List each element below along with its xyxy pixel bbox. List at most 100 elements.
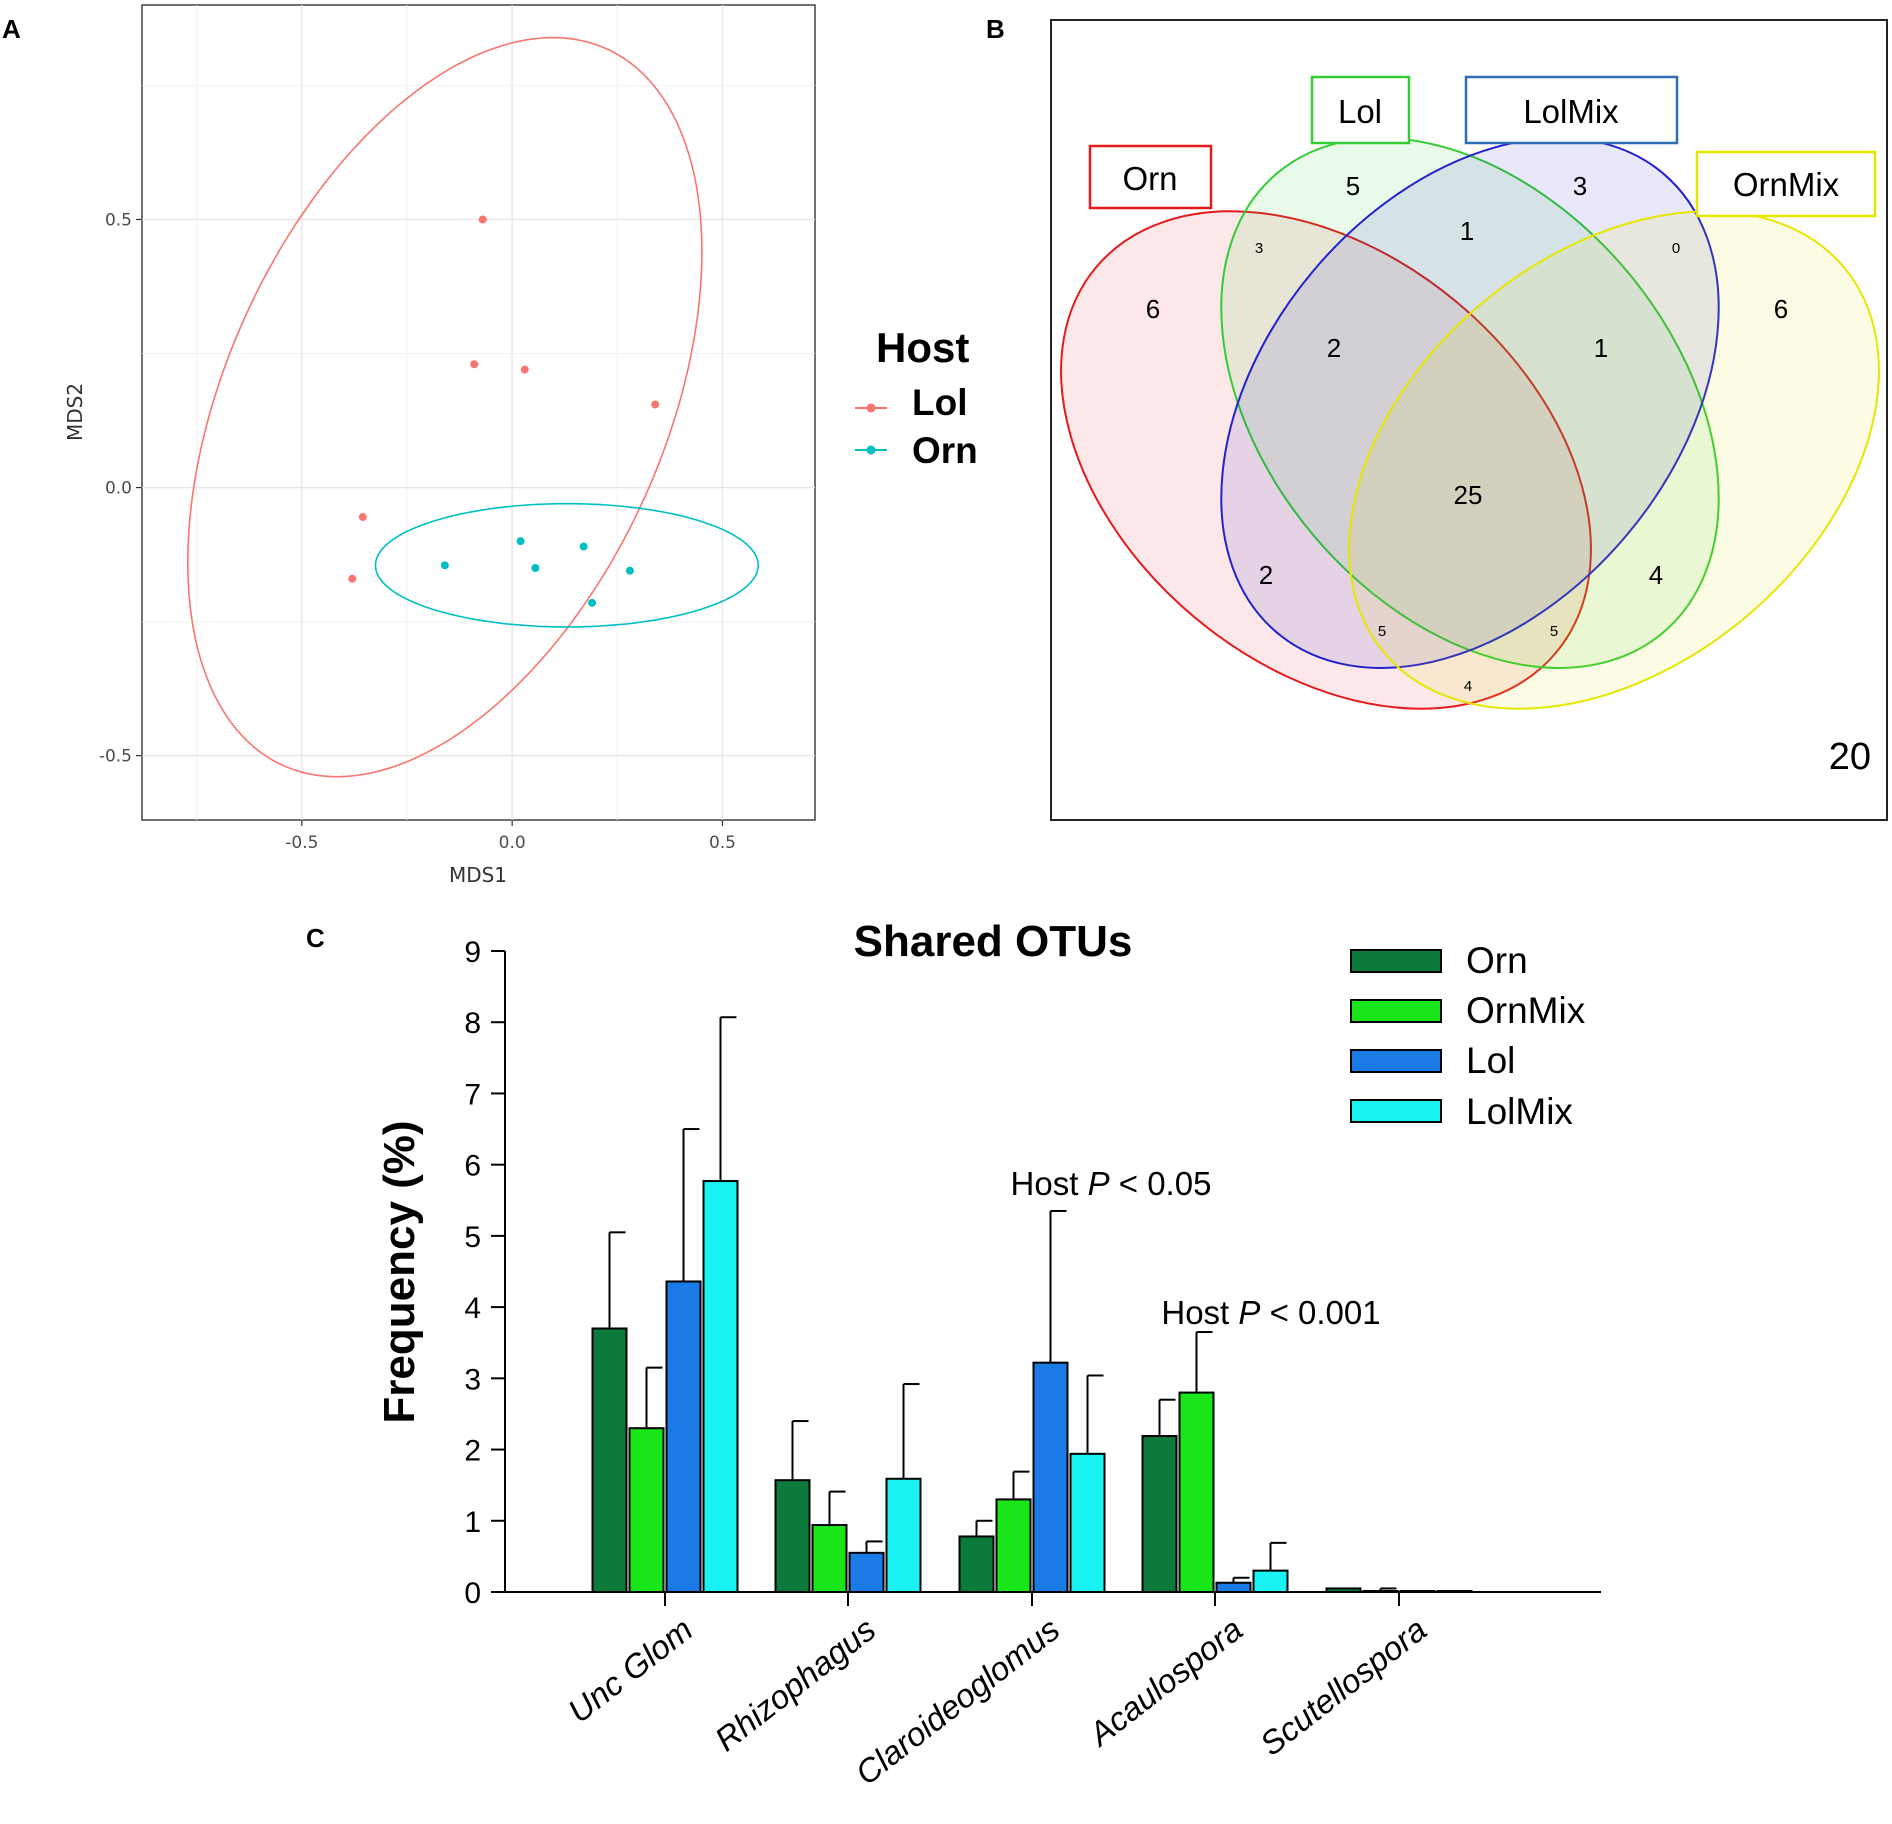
bar-lol	[1215, 1581, 1252, 1593]
bar-lolmix	[702, 1180, 739, 1593]
panel-a-x-axis-title: MDS1	[449, 863, 507, 887]
a-point-orn	[531, 563, 540, 572]
venn-region-orn-lol: 3	[1255, 240, 1263, 257]
bar-ornmix	[628, 1427, 665, 1593]
a-ellipse-orn	[374, 502, 760, 628]
a-point-lol	[651, 400, 660, 409]
venn-ellipse-orn	[1060, 210, 1592, 710]
annotation-claroideoglomus: Host P < 0.05	[1011, 1165, 1212, 1202]
panel-a-legend-item-lol: Lol	[855, 382, 967, 423]
panel-a-points	[348, 215, 660, 607]
legend-label-lol: Lol	[1466, 1040, 1515, 1081]
annotation-1-p: P	[1088, 1165, 1110, 1202]
venn-label-lolmix: LolMix	[1523, 93, 1619, 130]
venn-region-lolmix-ornmix: 0	[1672, 240, 1680, 257]
venn-region-orn-lolmix: 2	[1259, 560, 1273, 590]
panel-c-y-axis-title: Frequency (%)	[375, 1120, 424, 1423]
venn-region-ornmix-only: 6	[1774, 294, 1788, 324]
bar-orn	[1325, 1587, 1362, 1593]
c-category-label: Rhizophagus	[708, 1610, 883, 1758]
panel-a-legend-label-lol: Lol	[912, 382, 967, 423]
legend-key-orn-dot	[866, 445, 876, 455]
c-category-label: Claroideoglomus	[848, 1610, 1066, 1792]
panel-c-letter: C	[306, 923, 325, 953]
venn-region-lol-only: 5	[1346, 171, 1360, 201]
panel-a-scatter: -0.5 0.0 0.5-0.50.00.5 MDS1 MDS2 Host Lol …	[63, 4, 978, 887]
a-point-lol	[520, 365, 529, 374]
venn-ellipse-ornmix	[1348, 210, 1880, 710]
bar-orn	[958, 1535, 995, 1593]
bar-lol	[1032, 1361, 1069, 1593]
panel-a-plot-area	[141, 4, 816, 821]
bar-lolmix	[1069, 1452, 1106, 1593]
bar-lolmix	[1436, 1590, 1473, 1593]
a-point-orn	[440, 561, 449, 570]
venn-region-orn-only: 6	[1146, 294, 1160, 324]
bar-orn	[591, 1327, 628, 1593]
panel-a-grid	[142, 5, 815, 820]
annotation-acaulospora: Host P < 0.001	[1161, 1294, 1380, 1331]
panel-b-venn: Orn Lol LolMix OrnMix 6 5 3 6 3 1 0 2 1 …	[1050, 19, 1888, 821]
panel-c-legend: Orn OrnMix Lol LolMix	[1350, 940, 1586, 1132]
a-point-lol	[478, 215, 487, 224]
a-tick-label-y: -0.5	[99, 747, 132, 767]
venn-region-all-four: 25	[1454, 480, 1483, 510]
venn-label-orn: Orn	[1122, 160, 1177, 197]
c-tick-label-y: 7	[464, 1078, 481, 1111]
legend-swatch-orn	[1350, 949, 1442, 973]
a-point-lol	[358, 513, 367, 522]
venn-label-ornmix: OrnMix	[1733, 166, 1840, 203]
venn-ellipse-lolmix	[1220, 137, 1720, 669]
bar-orn	[1141, 1435, 1178, 1593]
c-tick-label-y: 0	[464, 1577, 481, 1610]
c-tick-label-y: 4	[464, 1292, 481, 1325]
venn-region-lol-lolmix: 1	[1460, 216, 1474, 246]
venn-label-box-orn: Orn	[1088, 144, 1213, 210]
legend-swatch-lolmix	[1350, 1099, 1442, 1123]
panel-a-letter: A	[2, 14, 21, 44]
venn-label-lol: Lol	[1338, 93, 1382, 130]
a-tick-label-x: 0.0	[499, 833, 526, 853]
venn-ellipse-lol	[1220, 137, 1720, 669]
venn-region-orn-lolmix-ornmix: 5	[1378, 623, 1386, 640]
bar-ornmix	[1178, 1391, 1215, 1593]
legend-label-lolmix: LolMix	[1466, 1091, 1573, 1132]
a-ellipse-lol	[186, 36, 703, 778]
panel-a-y-axis-title: MDS2	[63, 383, 87, 441]
c-tick-label-y: 9	[464, 936, 481, 969]
a-point-orn	[588, 598, 597, 607]
a-tick-label-x: -0.5	[285, 833, 318, 853]
c-category-label: Acaulospora	[1080, 1610, 1249, 1753]
bar-orn	[774, 1479, 811, 1594]
a-point-orn	[625, 566, 634, 575]
annotation-2-suffix: < 0.001	[1260, 1294, 1380, 1331]
bar-lolmix	[1252, 1569, 1289, 1593]
legend-swatch-lol	[1350, 1049, 1442, 1073]
legend-key-lol-dot	[866, 403, 876, 413]
panel-c-title: Shared OTUs	[854, 917, 1133, 966]
c-tick-label-y: 5	[464, 1221, 481, 1254]
venn-region-orn-ornmix: 4	[1464, 678, 1472, 695]
venn-label-box-lol: Lol	[1310, 75, 1411, 145]
bar-lolmix	[885, 1477, 922, 1594]
a-tick-label-x: 0.5	[709, 833, 736, 853]
panel-c-bars	[591, 1180, 1473, 1594]
bar-ornmix	[811, 1524, 848, 1594]
a-point-orn	[516, 537, 525, 546]
c-category-label: Unc Glom	[561, 1610, 699, 1729]
panel-c-y-ticks: 0 1 2 3 4 5 6 7 8 9	[464, 936, 505, 1610]
c-tick-label-y: 8	[464, 1007, 481, 1040]
bar-lol	[1399, 1590, 1436, 1593]
c-tick-label-y: 2	[464, 1435, 481, 1468]
legend-label-orn: Orn	[1466, 940, 1528, 981]
annotation-2-p: P	[1238, 1294, 1260, 1331]
a-point-lol	[348, 574, 357, 583]
annotation-2-prefix: Host	[1161, 1294, 1238, 1331]
c-category-label: Scutellospora	[1253, 1610, 1433, 1762]
c-tick-label-y: 3	[464, 1363, 481, 1396]
venn-region-lol-ornmix: 4	[1649, 560, 1663, 590]
panel-c-bar-chart: Shared OTUs 0 1 2 3 4 5 6 7 8 9 Frequency (%) Unc…	[375, 917, 1601, 1792]
venn-label-box-ornmix: OrnMix	[1695, 150, 1877, 218]
legend-label-ornmix: OrnMix	[1466, 990, 1586, 1031]
